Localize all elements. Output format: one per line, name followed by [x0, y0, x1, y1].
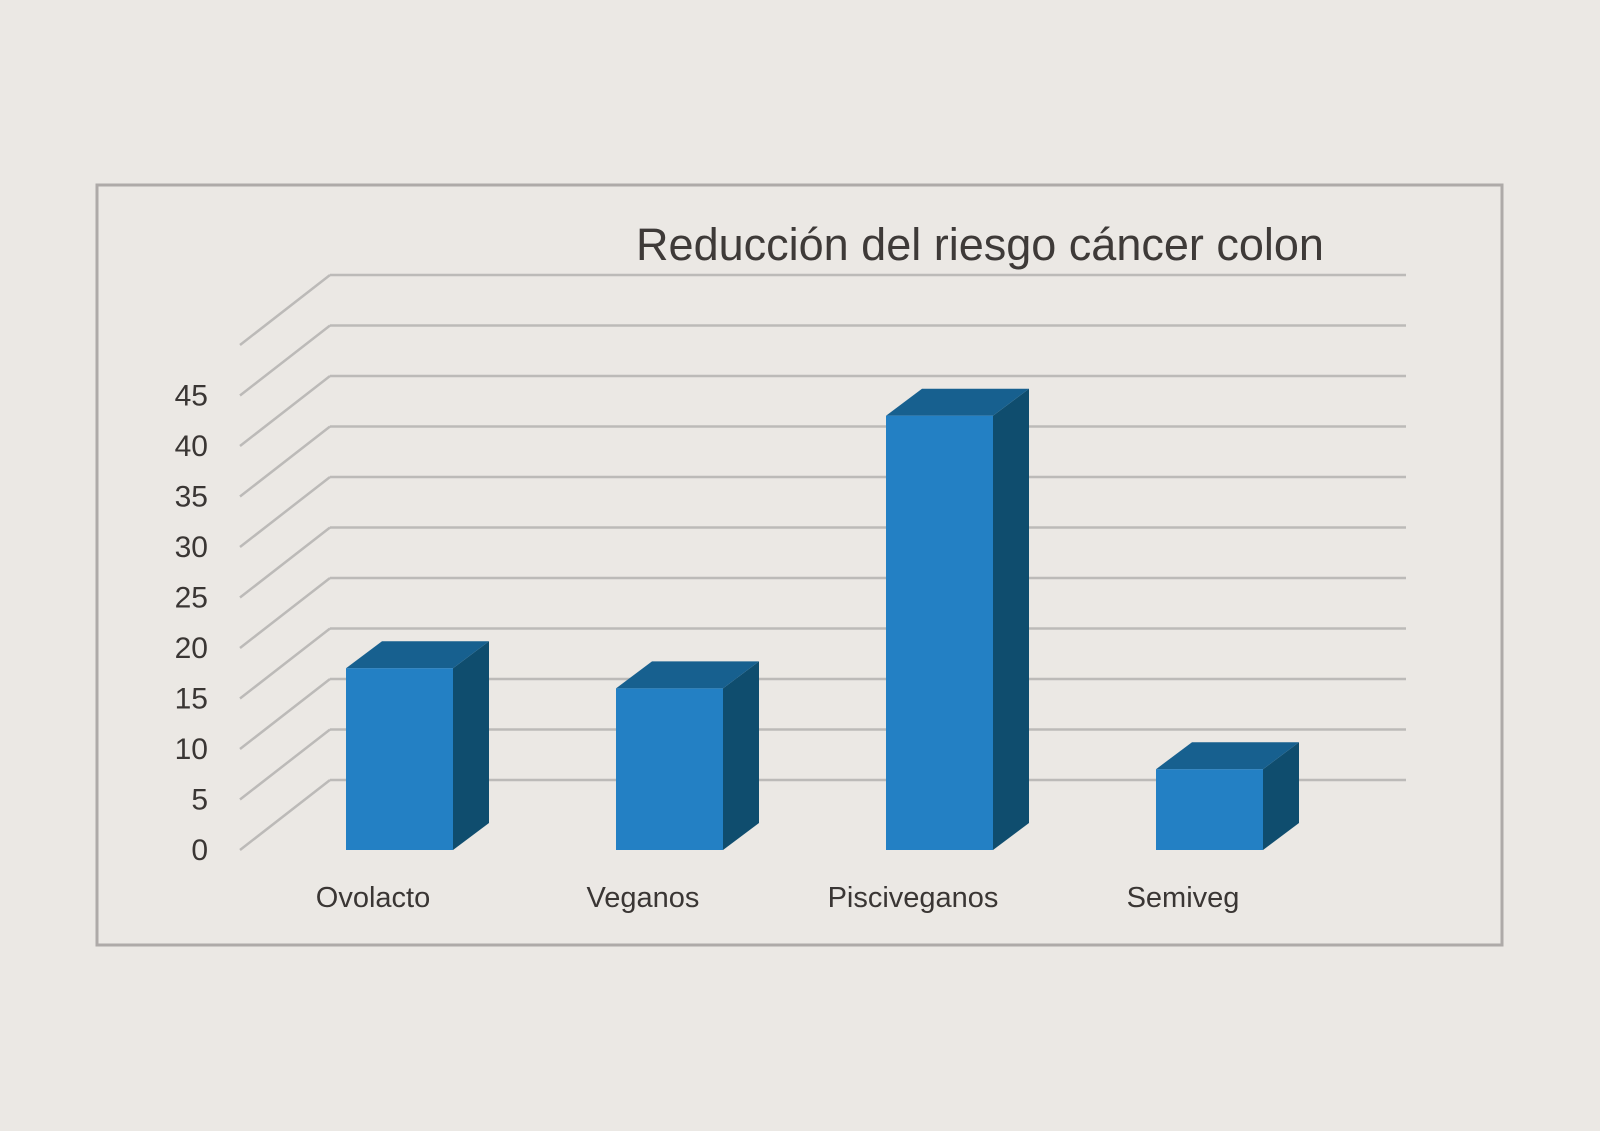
y-tick-label: 45 [175, 380, 208, 413]
y-tick-label: 10 [175, 733, 208, 766]
y-tick-label: 25 [175, 582, 208, 615]
gridline-diagonal [239, 274, 331, 346]
y-axis-ticks: 0 5 10 15 20 25 30 35 40 45 [175, 380, 208, 868]
bar-front [1156, 769, 1263, 850]
y-tick-label: 40 [175, 430, 208, 463]
gridline-diagonal [239, 728, 331, 801]
bar-front [346, 668, 453, 850]
y-tick-label: 35 [175, 481, 208, 514]
bars [346, 388, 1299, 850]
bar-top [616, 661, 759, 689]
y-tick-label: 15 [175, 683, 208, 716]
y-tick-label: 30 [175, 531, 208, 564]
x-category-label: Ovolacto [316, 882, 430, 914]
gridline-diagonal [239, 375, 331, 447]
gridline-diagonal [239, 476, 331, 548]
bar [1156, 742, 1299, 850]
chart-frame [95, 183, 1504, 947]
bar-front [616, 688, 723, 850]
x-category-label: Semiveg [1127, 882, 1240, 914]
bar-side [993, 388, 1029, 850]
gridline-diagonal [239, 324, 331, 397]
gridline-diagonal [239, 425, 331, 498]
gridline-diagonal [239, 526, 331, 599]
y-tick-label: 5 [191, 784, 208, 817]
bar [616, 661, 759, 850]
x-category-label: Pisciveganos [828, 882, 999, 914]
bar-top [886, 388, 1029, 416]
gridline-diagonal [239, 779, 331, 851]
y-tick-label: 0 [191, 834, 208, 867]
bar [886, 388, 1029, 850]
bar-top [1156, 742, 1299, 770]
bar-side [723, 661, 759, 850]
x-category-label: Veganos [587, 882, 700, 914]
bar [346, 641, 489, 850]
chart-title: Reducción del riesgo cáncer colon [636, 219, 1324, 270]
gridline-diagonal [239, 577, 331, 649]
gridline-diagonal [239, 627, 331, 700]
x-axis-labels: Ovolacto Veganos Pisciveganos Semiveg [316, 882, 1240, 914]
bar-top [346, 641, 489, 669]
y-tick-label: 20 [175, 632, 208, 665]
gridline-diagonal [239, 678, 331, 750]
gridlines [239, 273, 1406, 851]
bar-front [886, 415, 993, 850]
bar-side [1263, 742, 1299, 850]
bar-side [453, 641, 489, 850]
